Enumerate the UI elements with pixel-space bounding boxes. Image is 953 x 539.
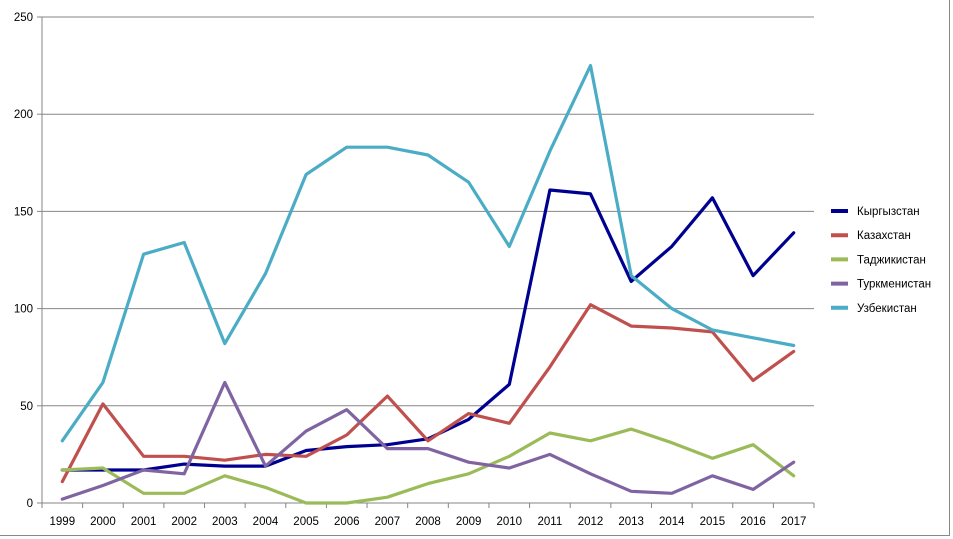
- x-tick-label: 2002: [171, 516, 197, 528]
- y-tick-label: 200: [14, 109, 33, 121]
- x-tick-label: 2001: [131, 516, 157, 528]
- y-tick-label: 0: [27, 498, 33, 510]
- y-tick-label: 100: [14, 304, 33, 316]
- series-line-2: [60, 427, 796, 505]
- x-tick-label: 2014: [659, 516, 685, 528]
- x-tick-label: 2005: [293, 516, 319, 528]
- x-tick-label: 2003: [212, 516, 238, 528]
- x-tick-label: 2004: [253, 516, 279, 528]
- legend-label: Таджикистан: [857, 254, 926, 266]
- x-tick-label: 2008: [415, 516, 441, 528]
- series-line-3: [60, 380, 796, 501]
- legend-label: Казахстан: [857, 230, 911, 242]
- x-tick-label: 2017: [781, 516, 807, 528]
- series-line-1: [60, 303, 796, 484]
- legend-label: Кыргызстан: [857, 206, 920, 218]
- x-tick-label: 2006: [334, 516, 360, 528]
- axes: 0 50 100 150 200 250 1999 2000 2001 2002 2003 2004 2…: [14, 12, 815, 528]
- legend: Кыргызстан Казахстан Таджикистан Туркменист…: [831, 206, 931, 315]
- series-line-4: [60, 63, 796, 443]
- x-tick-label: 1999: [50, 516, 76, 528]
- x-tick-label: 2016: [740, 516, 766, 528]
- x-tick-label: 2011: [538, 516, 563, 528]
- series-lines: [60, 63, 796, 505]
- x-tick-label: 2015: [700, 516, 726, 528]
- y-tick-label: 250: [14, 12, 33, 24]
- x-tick-label: 2010: [496, 516, 522, 528]
- legend-label: Узбекистан: [857, 303, 917, 315]
- x-tick-label: 2012: [578, 516, 604, 528]
- x-tick-label: 2007: [375, 516, 401, 528]
- y-tick-label: 50: [20, 401, 33, 413]
- y-tick-label: 150: [14, 206, 33, 218]
- x-tick-label: 2009: [456, 516, 482, 528]
- x-tick-label: 2000: [90, 516, 116, 528]
- legend-label: Туркменистан: [857, 279, 931, 291]
- x-tick-label: 2013: [618, 516, 644, 528]
- gridlines: [42, 16, 814, 407]
